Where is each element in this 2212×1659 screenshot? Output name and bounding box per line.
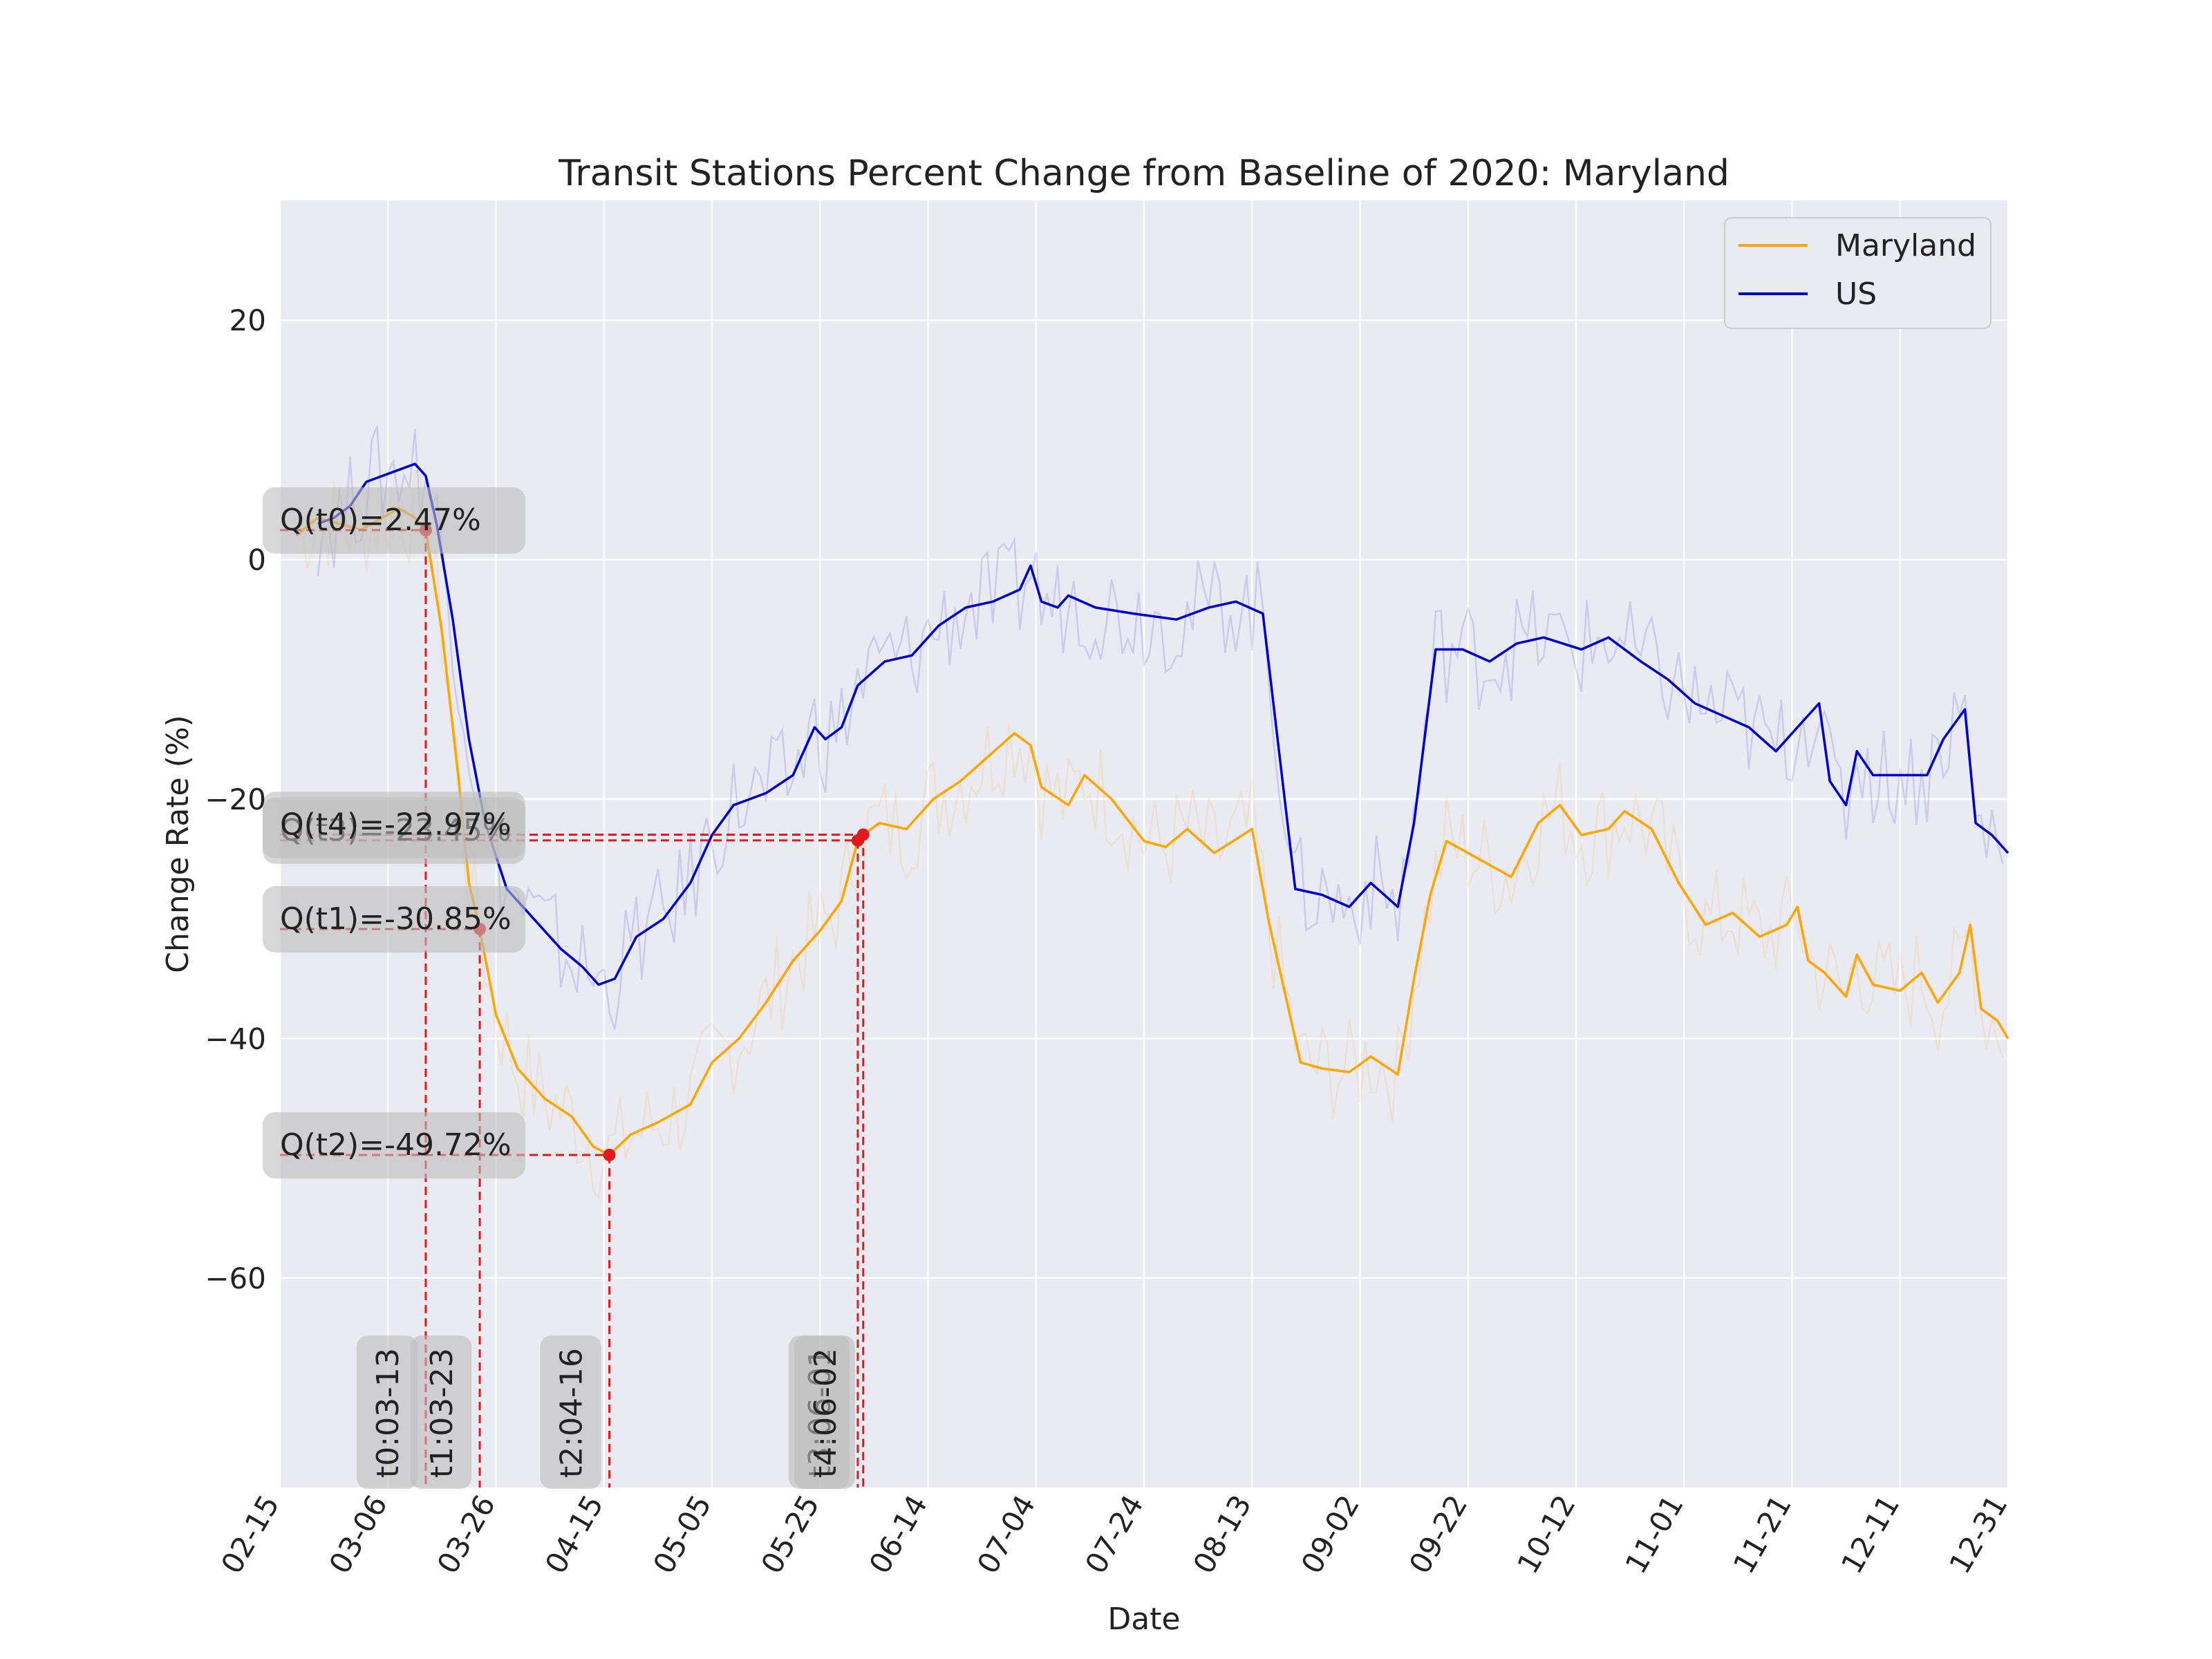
annotation-value-label: Q(t1)=-30.85% [280,901,512,937]
x-tick-label: 11-01 [1618,1490,1689,1580]
y-tick-label: −60 [205,1262,266,1295]
x-tick-label: 10-12 [1510,1490,1582,1580]
raw-series-background [295,425,2004,1201]
x-tick-label: 04-15 [538,1490,610,1580]
grid [279,200,2009,1488]
series-line-maryland [295,507,2009,1156]
x-tick-label: 11-21 [1727,1490,1798,1580]
annotation-value-label: Q(t0)=2.47% [280,503,481,538]
raw-line-maryland [295,469,2004,1201]
x-tick-label: 03-06 [322,1490,393,1580]
y-tick-label: 20 [229,303,266,337]
x-tick-label: 09-02 [1295,1490,1366,1580]
x-tick-label: 12-31 [1942,1490,2014,1580]
annotation-value-label: Q(t4)=-22.97% [280,807,512,842]
y-axis-label: Change Rate (%) [160,715,196,973]
y-axis: 20 0 −20 −40 −60 [205,303,266,1295]
x-tick-label: 03-26 [431,1490,502,1580]
legend-label-us: US [1835,276,1877,312]
annotation-date-label: t4:06-02 [808,1348,843,1478]
x-tick-label: 02-15 [214,1490,285,1580]
annotation-date-box [411,1335,472,1489]
annotation-marker [856,828,870,841]
annotation-value-box [263,1112,525,1179]
annotation-value-box [263,791,525,859]
y-tick-label: −40 [205,1022,266,1056]
annotation-date-label: t0:03-13 [371,1348,406,1478]
raw-line-us [317,425,2004,1031]
annotation-date-box [794,1335,855,1489]
annotation-value-box [263,487,525,554]
series-line-us [317,462,2009,986]
x-tick-label: 07-24 [1078,1490,1150,1580]
annotation-marker [603,1148,616,1161]
annotation-value-box [263,885,525,953]
y-tick-label: −20 [205,782,266,816]
series-lines [295,462,2009,1156]
chart-title: Transit Stations Percent Change from Bas… [558,153,1730,194]
x-tick-label: 12-11 [1835,1490,1906,1580]
annotation-labels: Q(t0)=2.47% t0:03-13 Q(t1)=-30.85% t1:03-23… [263,487,855,1489]
annotation-date-box [540,1335,601,1489]
annotation-date-label: t1:03-23 [424,1348,460,1478]
x-axis: 02-15 03-06 03-26 04-15 05-05 05-25 06-14 07-04… [214,1490,2014,1580]
legend-label-maryland: Maryland [1835,228,1976,263]
annotation-date-label: t2:04-16 [554,1348,590,1478]
x-tick-label: 05-05 [646,1490,718,1580]
y-tick-label: 0 [247,543,266,577]
annotation-value-label: Q(t2)=-49.72% [280,1127,512,1163]
x-tick-label: 07-04 [971,1490,1042,1580]
x-tick-label: 09-22 [1403,1490,1474,1580]
x-tick-label: 05-25 [754,1490,825,1580]
legend: Maryland US [1724,217,1991,329]
x-tick-label: 08-13 [1186,1490,1257,1580]
annotation-date-box [356,1335,418,1489]
x-axis-label: Date [1107,1602,1180,1637]
x-tick-label: 06-14 [863,1490,934,1580]
